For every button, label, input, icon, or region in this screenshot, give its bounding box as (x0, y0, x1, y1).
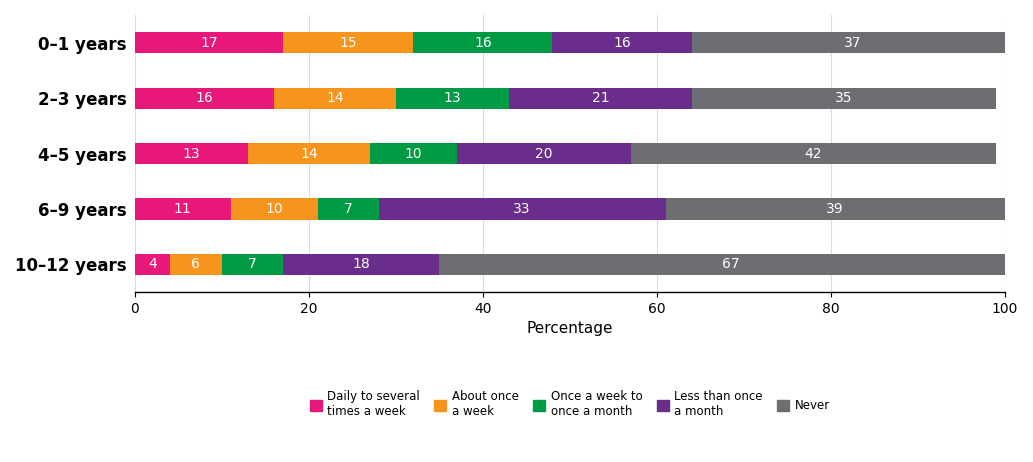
Bar (665, 199, 1005, 219)
Bar (248, 143, 370, 164)
Text: 7: 7 (248, 257, 257, 272)
Bar (457, 143, 631, 164)
Text: 21: 21 (592, 91, 609, 105)
Text: 15: 15 (339, 36, 356, 50)
Bar (230, 199, 317, 219)
Text: 42: 42 (805, 146, 822, 161)
Text: 13: 13 (443, 91, 462, 105)
Bar (283, 32, 413, 53)
Text: 4: 4 (148, 257, 157, 272)
Text: 6: 6 (191, 257, 200, 272)
Text: 10: 10 (265, 202, 283, 216)
Bar (439, 254, 1023, 275)
Bar (274, 88, 396, 109)
Bar (692, 32, 1013, 53)
Bar (135, 143, 248, 164)
Text: 16: 16 (614, 36, 631, 50)
Text: 18: 18 (352, 257, 370, 272)
Bar (135, 88, 274, 109)
Bar (378, 199, 665, 219)
Bar (509, 88, 692, 109)
Text: 20: 20 (535, 146, 553, 161)
Bar (413, 32, 553, 53)
Bar (135, 32, 283, 53)
Text: 10: 10 (405, 146, 422, 161)
Text: 16: 16 (474, 36, 492, 50)
Text: 11: 11 (174, 202, 192, 216)
Text: 33: 33 (513, 202, 531, 216)
Bar (222, 254, 283, 275)
Bar (396, 88, 509, 109)
Bar (370, 143, 457, 164)
X-axis label: Percentage: Percentage (527, 322, 614, 336)
Text: 14: 14 (301, 146, 318, 161)
Text: 35: 35 (835, 91, 852, 105)
Text: 37: 37 (844, 36, 862, 50)
Text: 39: 39 (826, 202, 844, 216)
Text: 7: 7 (344, 202, 352, 216)
Bar (692, 88, 996, 109)
Bar (553, 32, 692, 53)
Text: 13: 13 (183, 146, 200, 161)
Text: 17: 17 (200, 36, 218, 50)
Bar (135, 199, 230, 219)
Bar (135, 254, 169, 275)
Legend: Daily to several
times a week, About once
a week, Once a week to
once a month, L: Daily to several times a week, About onc… (306, 387, 834, 422)
Bar (317, 199, 378, 219)
Text: 16: 16 (195, 91, 214, 105)
Text: 14: 14 (326, 91, 344, 105)
Text: 67: 67 (722, 257, 740, 272)
Bar (169, 254, 222, 275)
Bar (283, 254, 439, 275)
Bar (631, 143, 996, 164)
